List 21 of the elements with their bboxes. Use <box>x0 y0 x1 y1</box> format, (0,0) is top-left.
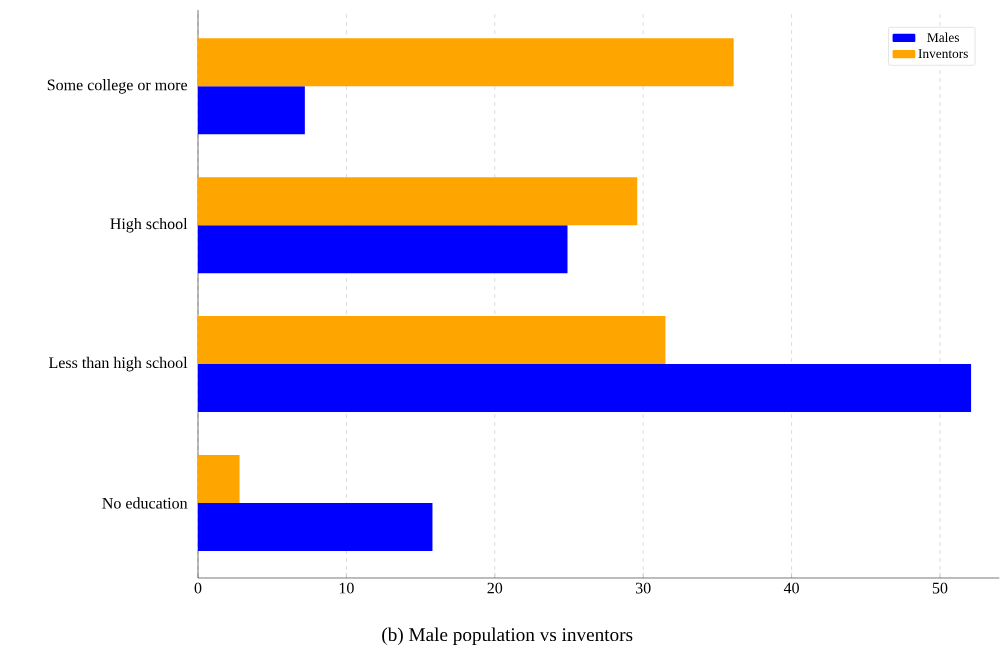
bar <box>198 177 638 226</box>
bar <box>198 225 568 274</box>
x-tick-label: 30 <box>635 582 651 594</box>
bar <box>198 364 972 413</box>
y-tick-label: No education <box>102 497 188 509</box>
text: (b) Male population vs inventors <box>382 627 633 646</box>
y-tick-label: Less than high school <box>48 356 188 372</box>
bar <box>198 454 240 503</box>
legend-label: Males <box>927 32 959 42</box>
bar <box>198 38 734 87</box>
x-tick-label: 50 <box>932 582 948 594</box>
bar <box>198 316 666 365</box>
y-tick-label: Some college or more <box>47 79 188 94</box>
bar <box>198 502 433 551</box>
x-tick-label: 0 <box>194 582 202 594</box>
x-tick-label: 20 <box>487 582 503 594</box>
y-tick-label: High school <box>110 217 188 233</box>
bar <box>198 86 305 135</box>
x-tick-label: 40 <box>783 582 799 594</box>
legend-label: Inventors <box>918 49 968 59</box>
x-tick-label: 10 <box>339 582 354 594</box>
